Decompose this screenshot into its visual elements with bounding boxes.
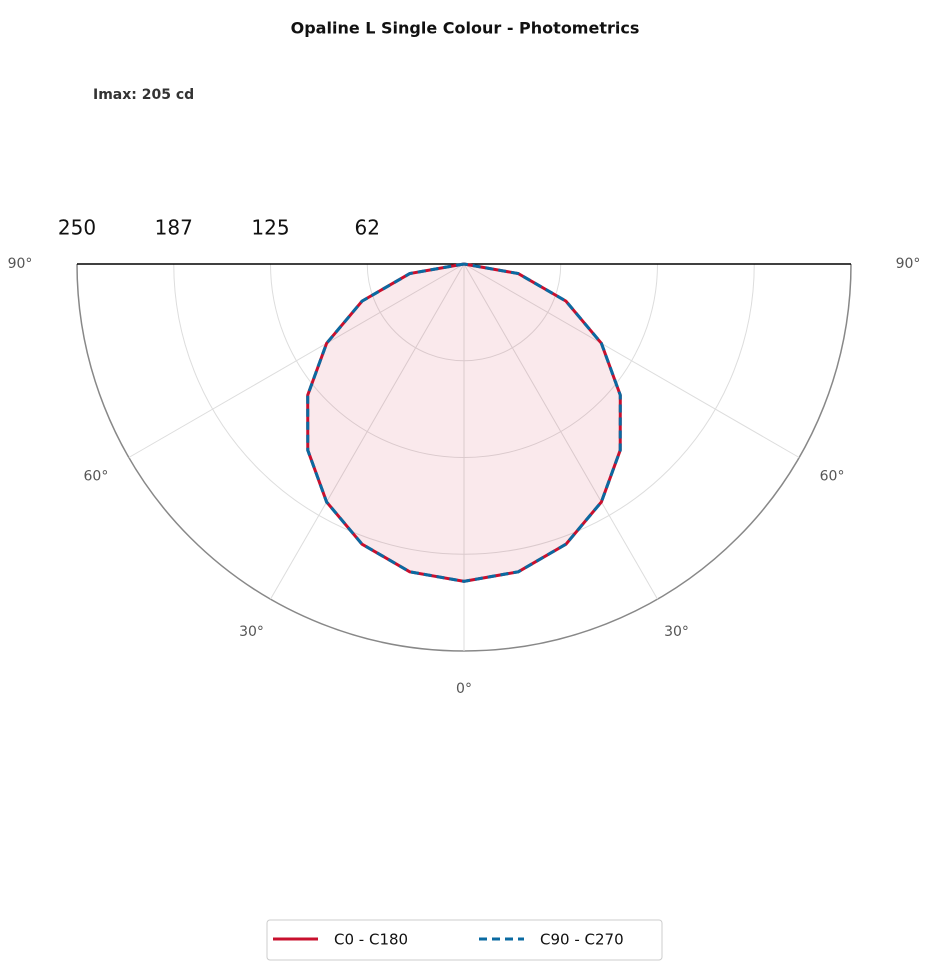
angle-label: 0° <box>456 681 472 697</box>
legend-box <box>266 919 663 961</box>
r-tick-label: 62 <box>355 216 380 240</box>
angle-label: 30° <box>239 624 264 640</box>
r-tick-label: 125 <box>251 216 289 240</box>
grid-spoke <box>128 263 465 458</box>
r-tick-label: 187 <box>155 216 193 240</box>
angle-label: 30° <box>664 624 689 640</box>
r-tick-label: 250 <box>58 216 96 240</box>
legend-label: C90 - C270 <box>540 931 624 949</box>
legend-label: C0 - C180 <box>334 931 408 949</box>
grid-spoke <box>270 263 465 600</box>
angle-label: 90° <box>896 256 921 272</box>
series-line <box>306 262 622 583</box>
chart-title: Opaline L Single Colour - Photometrics <box>291 19 640 38</box>
grid-spoke <box>463 263 800 458</box>
angle-label: 60° <box>84 469 109 485</box>
angle-label: 90° <box>8 256 33 272</box>
angle-label: 60° <box>820 469 845 485</box>
annotation: Imax: 205 cd <box>93 87 194 103</box>
grid-spoke <box>463 263 658 600</box>
